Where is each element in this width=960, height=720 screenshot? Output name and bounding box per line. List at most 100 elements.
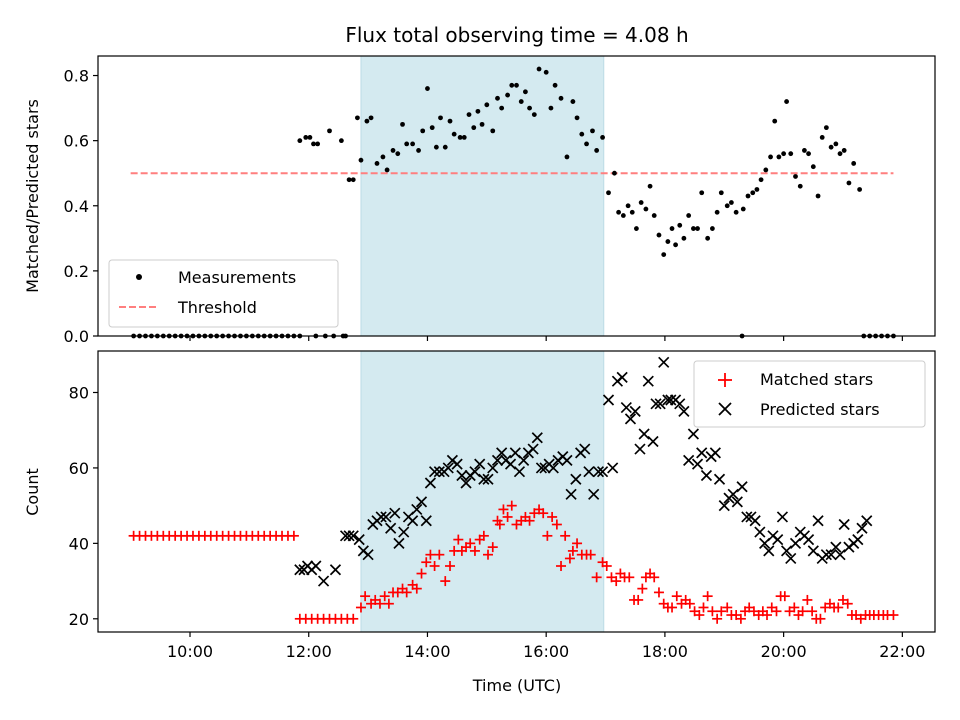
measurement-point [490,128,496,134]
measurement-point [471,125,477,131]
measurement-point [594,148,600,153]
measurement-point [686,213,692,218]
predicted-star-point [607,462,619,474]
measurement-point [772,118,778,124]
measurement-point [384,167,390,173]
predicted-star-point [861,515,873,527]
predicted-star-point [375,511,387,523]
predicted-star-point [683,454,695,466]
matched-star-point [465,538,476,549]
matched-star-point [538,508,549,519]
measurement-point [543,69,549,75]
measurement-point [699,190,705,196]
matched-star-point [722,602,733,613]
x-tick-label: 12:00 [286,642,332,661]
predicted-star-point [420,515,432,527]
predicted-star-point [474,458,486,470]
predicted-star-point [736,481,748,493]
matched-star-point [425,549,436,560]
measurement-point [606,190,611,196]
measurement-point [781,151,787,157]
measurement-point [552,82,558,88]
matched-star-point [585,549,596,560]
predicted-star-point [442,462,454,474]
measurement-point [390,148,396,153]
measurement-point [728,200,734,205]
predicted-star-point [460,477,472,489]
measurement-point [558,95,564,101]
measurement-point [768,154,773,160]
measurement-point [574,115,580,121]
predicted-star-point [588,488,600,500]
measurement-point [705,235,711,241]
legend-measurements-marker [136,274,142,280]
matched-star-point [547,511,558,522]
measurement-point [638,200,644,205]
measurement-point [514,82,519,88]
predicted-star-point [487,462,499,474]
legend-threshold-label: Threshold [177,298,257,317]
predicted-star-point [415,496,428,508]
matched-star-point [707,606,718,617]
measurement-point [802,148,807,153]
measurement-point [442,144,448,150]
predicted-star-point [638,428,650,440]
measurement-point [368,115,374,121]
measurement-point [457,134,463,140]
predicted-star-point [838,518,850,531]
matched-star-point [560,530,571,541]
matched-star-point [624,572,635,583]
measurement-point [661,252,667,258]
predicted-star-point [579,443,591,455]
predicted-star-point [531,432,543,444]
predicted-star-point [741,511,753,523]
measurement-point [509,82,515,88]
measurement-point [810,164,816,170]
predicted-star-point [583,466,595,478]
predicted-star-point [527,443,539,455]
measurement-point [505,92,510,98]
matched-star-point [411,583,422,594]
matched-star-point [797,606,808,617]
matched-star-point [807,606,818,617]
predicted-star-point [343,530,355,542]
matched-star-point [288,530,299,541]
matched-star-point [374,598,385,609]
matched-star-point [771,606,782,617]
measurement-point [495,95,500,101]
predicted-star-point [398,526,410,538]
measurement-point [625,203,631,209]
measurement-point [584,141,589,147]
predicted-star-point [678,405,690,417]
measurement-point [819,134,825,140]
predicted-star-point [718,500,730,512]
bot-y-tick-label: 80 [69,383,89,402]
measurement-point [634,226,639,231]
predicted-star-point [856,522,868,534]
predicted-star-point [820,549,832,561]
measurement-point [828,144,834,150]
measurement-point [466,112,472,118]
legend-matched-marker [718,373,732,387]
measurement-point [475,108,481,114]
top-plot-frame [97,55,936,337]
measurement-point [518,99,524,104]
predicted-star-point [353,533,365,546]
measurement-point [837,151,843,157]
measurement-point [806,151,811,157]
measurement-point [857,187,863,192]
measurement-point [297,138,303,144]
measurement-point [355,115,360,121]
x-tick-label: 22:00 [879,642,925,661]
measurement-point [612,170,617,176]
predicted-star-point [834,549,846,561]
matched-star-point [712,613,723,624]
bottom-highlight-span [360,350,605,633]
measurement-point [307,134,313,140]
top-y-axis-label: Matched/Predicted stars [23,99,42,293]
matched-star-point [502,511,513,522]
measurement-point [733,209,739,215]
bottom-legend-box [693,360,926,428]
matched-star-point [842,598,853,609]
